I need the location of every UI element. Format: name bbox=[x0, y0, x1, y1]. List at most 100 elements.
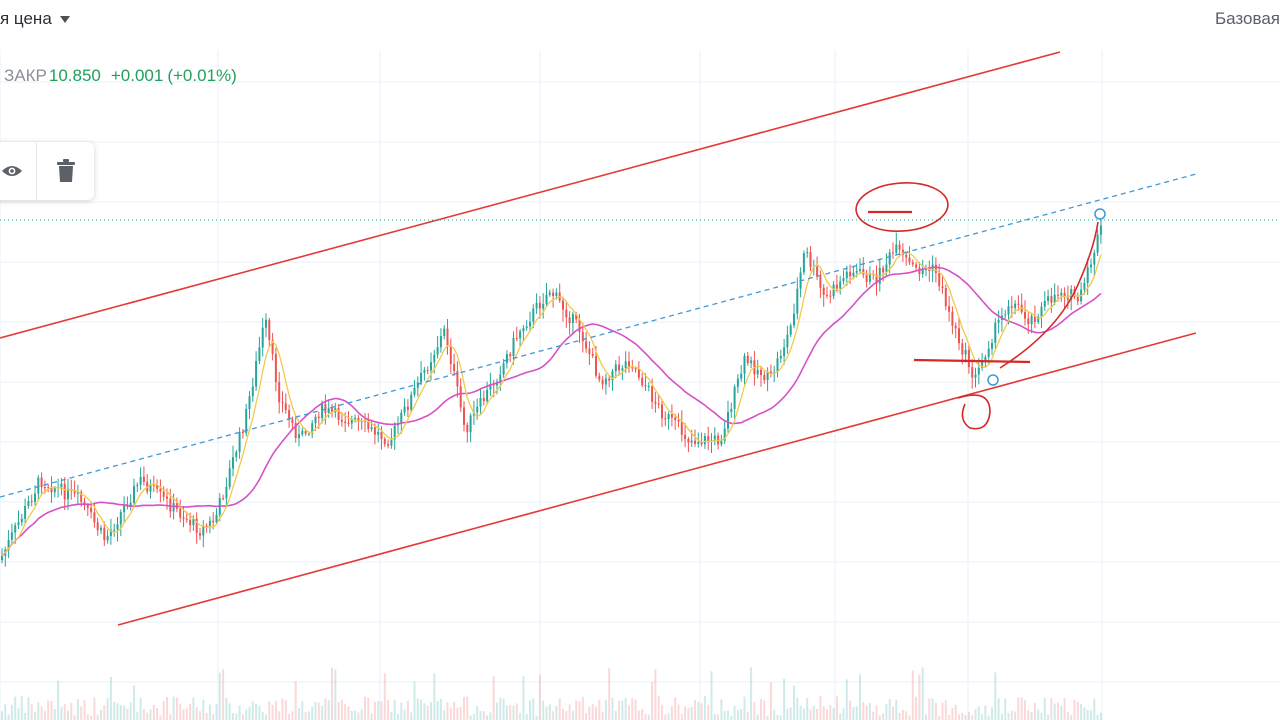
candle-body bbox=[868, 273, 871, 282]
candle-body bbox=[86, 505, 89, 508]
volume-bar bbox=[245, 709, 248, 720]
volume-bar bbox=[512, 705, 515, 720]
volume-bar bbox=[562, 708, 564, 720]
candle-body bbox=[964, 349, 967, 355]
candle-body bbox=[687, 438, 690, 443]
volume-bar bbox=[377, 700, 380, 720]
candle-body bbox=[568, 317, 571, 324]
candle-body bbox=[347, 423, 350, 425]
volume-bar bbox=[967, 711, 970, 720]
volume-bar bbox=[50, 701, 53, 720]
candle-body bbox=[1047, 296, 1050, 301]
candle-body bbox=[1053, 294, 1056, 303]
candle-body bbox=[505, 354, 508, 364]
candle-body bbox=[637, 369, 640, 378]
channel-lower-line[interactable] bbox=[117, 332, 1197, 626]
volume-bar bbox=[199, 711, 201, 720]
volume-bar bbox=[720, 699, 723, 720]
volume-bar bbox=[103, 705, 106, 720]
caret-down-icon bbox=[59, 15, 70, 23]
volume-bar bbox=[1053, 703, 1056, 720]
volume-bar bbox=[769, 682, 772, 720]
volume-bar bbox=[654, 669, 657, 720]
scale-mode-button[interactable]: Базовая bbox=[1215, 9, 1280, 28]
candle-body bbox=[383, 438, 386, 445]
trendline-handle-top[interactable] bbox=[1094, 208, 1106, 220]
volume-bar bbox=[208, 704, 211, 720]
candle-body bbox=[796, 288, 799, 314]
volume-bar bbox=[162, 701, 165, 720]
volume-bar bbox=[133, 685, 135, 720]
volume-bar bbox=[849, 700, 852, 720]
volume-bar bbox=[568, 704, 571, 720]
candle-body bbox=[380, 432, 383, 439]
volume-bar bbox=[175, 697, 178, 720]
candle-body bbox=[779, 355, 782, 359]
volume-bar bbox=[750, 667, 753, 720]
candle-body bbox=[783, 347, 786, 356]
candle-body bbox=[733, 386, 736, 409]
volume-bar bbox=[387, 700, 390, 720]
volume-bar bbox=[373, 701, 376, 720]
volume-bar bbox=[604, 699, 607, 720]
candle-body bbox=[222, 498, 225, 500]
volume-bar bbox=[680, 713, 683, 720]
candle-body bbox=[515, 338, 518, 340]
delete-button[interactable] bbox=[37, 142, 94, 200]
candle-body bbox=[96, 522, 99, 531]
channel-upper-line[interactable] bbox=[0, 51, 1061, 339]
candle-body bbox=[1, 555, 3, 560]
candle-body bbox=[459, 386, 462, 408]
candle-body bbox=[958, 328, 960, 344]
candle-body bbox=[542, 303, 545, 309]
candle-body bbox=[905, 254, 908, 258]
candle-body bbox=[763, 375, 766, 381]
volume-bar bbox=[756, 714, 759, 720]
candle-body bbox=[288, 409, 291, 420]
volume-bar bbox=[1057, 702, 1059, 720]
trendline-handle-bottom[interactable] bbox=[987, 374, 999, 386]
candle-body bbox=[565, 309, 568, 318]
candle-body bbox=[126, 505, 129, 507]
candle-body bbox=[463, 407, 465, 425]
volume-bar bbox=[40, 706, 43, 720]
candle-body bbox=[34, 493, 36, 502]
candle-body bbox=[1057, 294, 1059, 296]
volume-bar bbox=[598, 699, 601, 720]
price-type-selector[interactable]: я цена bbox=[0, 9, 70, 29]
volume-bar bbox=[248, 706, 251, 720]
candle-body bbox=[776, 358, 779, 373]
candle-body bbox=[67, 488, 69, 500]
visibility-button[interactable] bbox=[0, 142, 36, 200]
volume-bar bbox=[1007, 712, 1010, 720]
volume-bar bbox=[842, 708, 845, 720]
candle-body bbox=[908, 257, 911, 263]
volume-bar bbox=[1063, 698, 1066, 720]
candle-body bbox=[106, 535, 109, 541]
candle-body bbox=[997, 320, 1000, 323]
volume-bar bbox=[1066, 712, 1069, 720]
volume-bar bbox=[974, 709, 977, 720]
volume-bar bbox=[492, 676, 495, 720]
candle-body bbox=[245, 409, 248, 434]
candle-body bbox=[839, 281, 842, 289]
candle-body bbox=[123, 505, 126, 513]
candle-body bbox=[684, 434, 687, 439]
top-bar: я цена Базовая bbox=[0, 0, 1280, 46]
candle-body bbox=[786, 334, 789, 348]
candle-body bbox=[294, 423, 297, 439]
volume-bar bbox=[433, 673, 436, 720]
candle-body bbox=[859, 269, 861, 271]
volume-bar bbox=[1004, 698, 1007, 720]
candle-body bbox=[700, 441, 703, 445]
candle-body bbox=[598, 375, 601, 380]
volume-bar bbox=[146, 712, 149, 720]
candle-body bbox=[241, 431, 244, 434]
volume-bar bbox=[674, 697, 677, 720]
candle-body bbox=[1066, 297, 1069, 300]
volume-bar bbox=[93, 697, 96, 720]
volume-bar bbox=[977, 706, 980, 720]
candle-body bbox=[261, 327, 264, 348]
volume-bar bbox=[509, 705, 512, 720]
